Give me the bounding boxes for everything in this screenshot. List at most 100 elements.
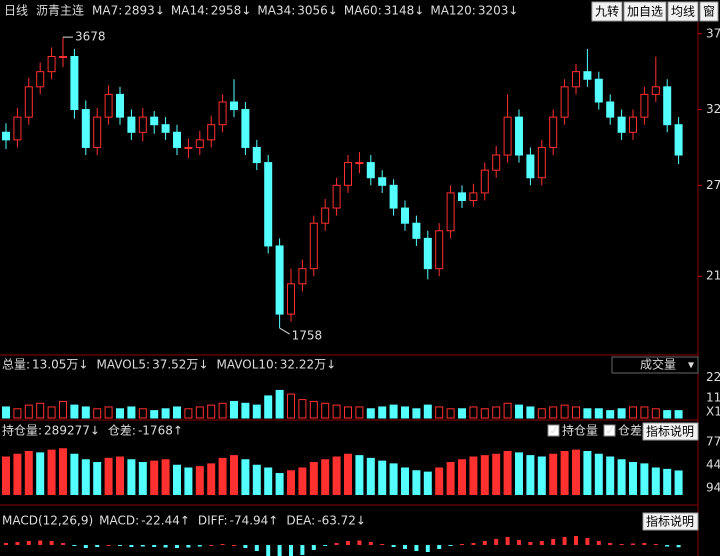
help-label: 指标说明 (646, 514, 694, 529)
macd-bar (585, 538, 590, 545)
oi-bar (207, 463, 216, 495)
volume-bar (526, 406, 535, 419)
header-label: 总量: (2, 358, 30, 372)
oi-bar (173, 464, 181, 495)
macd-bar (197, 545, 202, 547)
oi-bar (70, 453, 79, 495)
oi-bar (344, 453, 352, 495)
candle-body (195, 139, 204, 148)
checkbox[interactable] (603, 424, 616, 437)
ma-value: 3203 (478, 4, 509, 18)
volume-bar (401, 406, 409, 419)
help-button[interactable] (642, 422, 699, 441)
candle-body (309, 222, 318, 270)
macd-bar (72, 545, 77, 546)
candle-body (401, 207, 409, 224)
oi-bar (287, 470, 295, 495)
oi-bar (492, 453, 501, 495)
header-arrow: ↓ (326, 358, 336, 372)
macd-bar (209, 545, 214, 546)
volume-bar (287, 393, 295, 419)
header-label: DIFF: (198, 514, 228, 528)
macd-bar (482, 541, 487, 545)
candle-body (606, 101, 615, 118)
selector[interactable] (611, 356, 699, 374)
oi-bar (594, 453, 603, 495)
volume-bar (70, 404, 79, 419)
macd-bar (380, 544, 385, 545)
volume-bar (640, 406, 649, 419)
volume-bar (241, 402, 250, 419)
oi-bar (24, 451, 33, 495)
oi-bar (458, 459, 466, 495)
toolbar-button[interactable] (667, 1, 699, 22)
volume-bar (184, 408, 193, 419)
macd-bar (608, 543, 613, 545)
toolbar-button-label: 窗 (703, 5, 715, 19)
oi-bar (606, 456, 615, 495)
candle-body (184, 146, 193, 149)
candle-body (594, 78, 603, 103)
macd-bar (323, 545, 328, 546)
oi-bar (583, 451, 592, 495)
candle-body (344, 162, 352, 186)
volume-bar (549, 406, 558, 419)
macd-bar (232, 545, 236, 546)
low-annotation: 1758 (292, 329, 323, 343)
volume-bar (606, 410, 615, 419)
oi-bar (515, 452, 523, 495)
candle-body (412, 222, 421, 239)
volume-bar (663, 410, 672, 419)
candle-body (503, 116, 512, 156)
volume-bar (150, 410, 159, 419)
ma-arrow: ↓ (155, 4, 165, 18)
volume-bar (252, 404, 261, 419)
macd-bar (311, 545, 316, 550)
candle-body (651, 86, 660, 95)
oi-bar (401, 467, 409, 495)
macd-bar (277, 545, 282, 556)
header-label: MAVOL10: (217, 358, 278, 372)
high-annotation: 3678 (75, 30, 106, 44)
help-button[interactable] (642, 512, 699, 531)
macd-bar (254, 545, 259, 551)
candle-body (24, 86, 33, 118)
volume-bar (47, 406, 56, 419)
candle-body (36, 71, 45, 88)
right-label: 94 (706, 481, 720, 495)
volume-bar (138, 408, 147, 419)
volume-bar (275, 389, 284, 419)
oi-bar (252, 464, 261, 495)
macd-bar (676, 545, 681, 548)
candle-body (332, 184, 341, 209)
volume-bar (104, 406, 113, 419)
oi-bar (435, 467, 444, 495)
oi-bar (629, 462, 637, 495)
macd-bar (26, 541, 31, 545)
oi-bar (184, 467, 193, 495)
candle-body (264, 162, 273, 247)
macd-bar (129, 545, 134, 547)
oi-bar (412, 470, 421, 495)
oi-bar (150, 460, 159, 495)
candle-body (93, 116, 102, 148)
oi-bar (366, 457, 375, 495)
macd-bar (152, 545, 157, 547)
candle-body (116, 93, 124, 118)
candle-body (389, 184, 398, 209)
volume-bar (13, 408, 22, 419)
toolbar-button[interactable] (699, 1, 719, 22)
candle-body (526, 154, 535, 179)
selector-arrow: ▾ (688, 358, 694, 372)
candle-body (617, 116, 626, 133)
volume-bar (207, 404, 216, 419)
toolbar-button[interactable] (623, 1, 667, 22)
candle-body (218, 101, 227, 126)
volume-bar (127, 406, 136, 419)
oi-bar (526, 455, 535, 495)
checkbox[interactable] (547, 424, 560, 437)
toolbar-button[interactable] (591, 1, 623, 22)
candle-body (161, 124, 170, 133)
volume-bar (674, 410, 683, 419)
